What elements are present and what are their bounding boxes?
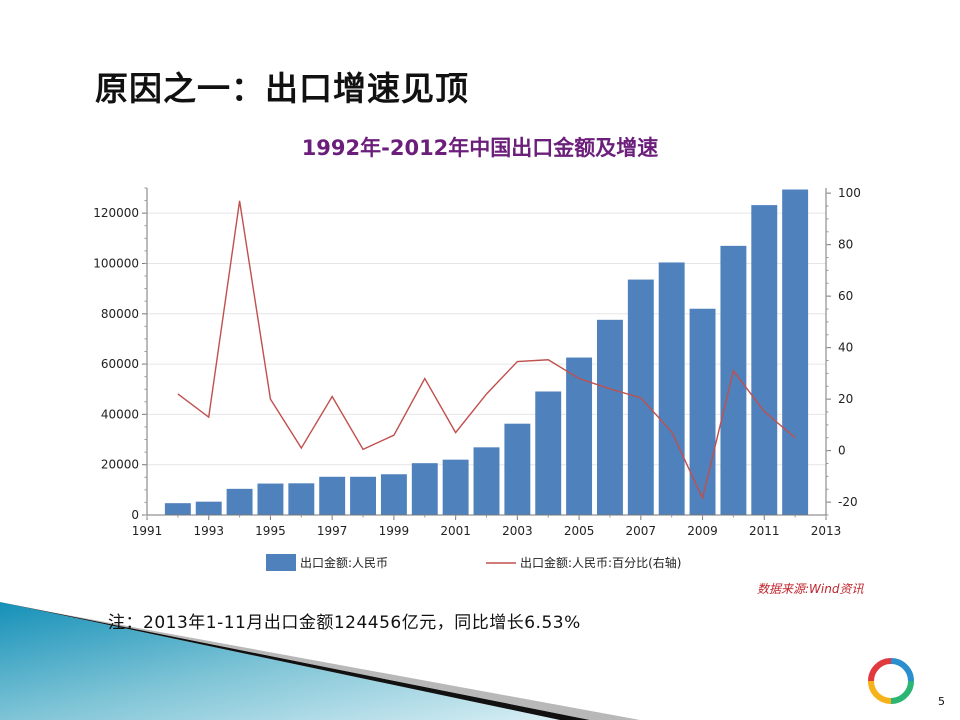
- chart-title: 1992年-2012年中国出口金额及增速: [301, 136, 659, 160]
- right-tick-label: 100: [838, 186, 861, 200]
- bar-2001: [442, 459, 469, 515]
- page-number: 5: [938, 695, 945, 708]
- bar-2011: [751, 205, 778, 515]
- right-tick-label: 40: [838, 341, 853, 355]
- legend-bar-swatch: [266, 554, 296, 571]
- data-source: 数据来源:Wind资讯: [757, 582, 864, 596]
- bar-1999: [380, 474, 407, 515]
- company-logo-icon: [868, 658, 914, 704]
- bar-2009: [689, 308, 716, 515]
- right-tick-label: 20: [838, 392, 853, 406]
- left-tick-label: 100000: [93, 256, 139, 270]
- bar-2012: [782, 189, 809, 516]
- left-tick-label: 60000: [101, 357, 139, 371]
- bar-2004: [535, 391, 562, 515]
- bar-1998: [350, 476, 377, 515]
- left-tick-label: 80000: [101, 307, 139, 321]
- right-tick-label: -20: [838, 495, 858, 509]
- left-tick-label: 20000: [101, 458, 139, 472]
- x-tick-label: 2003: [502, 524, 533, 538]
- x-tick-label: 1995: [255, 524, 286, 538]
- bar-2008: [658, 262, 685, 515]
- left-tick-label: 120000: [93, 206, 139, 220]
- x-tick-label: 2005: [564, 524, 595, 538]
- slide-heading: 原因之一：出口增速见顶: [95, 69, 469, 108]
- bar-1997: [319, 476, 346, 515]
- bar-2003: [504, 423, 531, 515]
- x-tick-label: 2013: [811, 524, 842, 538]
- bar-1992: [164, 503, 191, 515]
- bar-2002: [473, 447, 500, 515]
- left-tick-label: 40000: [101, 407, 139, 421]
- x-tick-label: 2001: [440, 524, 471, 538]
- legend-line-label: 出口金额:人民币:百分比(右轴): [520, 555, 681, 570]
- bar-1994: [226, 488, 253, 515]
- footnote: 注：2013年1-11月出口金额124456亿元，同比增长6.53%: [108, 613, 581, 633]
- right-tick-label: 60: [838, 289, 853, 303]
- x-tick-label: 1993: [193, 524, 224, 538]
- export-chart: 0 20000 40000 60000 80000 100000 120000 -20 0 20 4…: [93, 186, 861, 571]
- bar-2005: [566, 357, 593, 515]
- x-tick-label: 1991: [132, 524, 163, 538]
- legend-bar-label: 出口金额:人民币: [300, 555, 388, 570]
- right-tick-label: 0: [838, 444, 846, 458]
- bar-1995: [257, 483, 284, 515]
- bar-2000: [411, 463, 438, 515]
- x-tick-label: 1999: [379, 524, 410, 538]
- x-tick-label: 1997: [317, 524, 348, 538]
- bar-2010: [720, 245, 747, 515]
- bar-1993: [195, 501, 222, 515]
- left-tick-label: 0: [131, 508, 139, 522]
- x-tick-label: 2007: [626, 524, 657, 538]
- bar-2006: [596, 319, 623, 515]
- bar-1996: [288, 483, 315, 515]
- right-tick-label: 80: [838, 238, 853, 252]
- x-tick-label: 2011: [749, 524, 780, 538]
- x-tick-label: 2009: [687, 524, 718, 538]
